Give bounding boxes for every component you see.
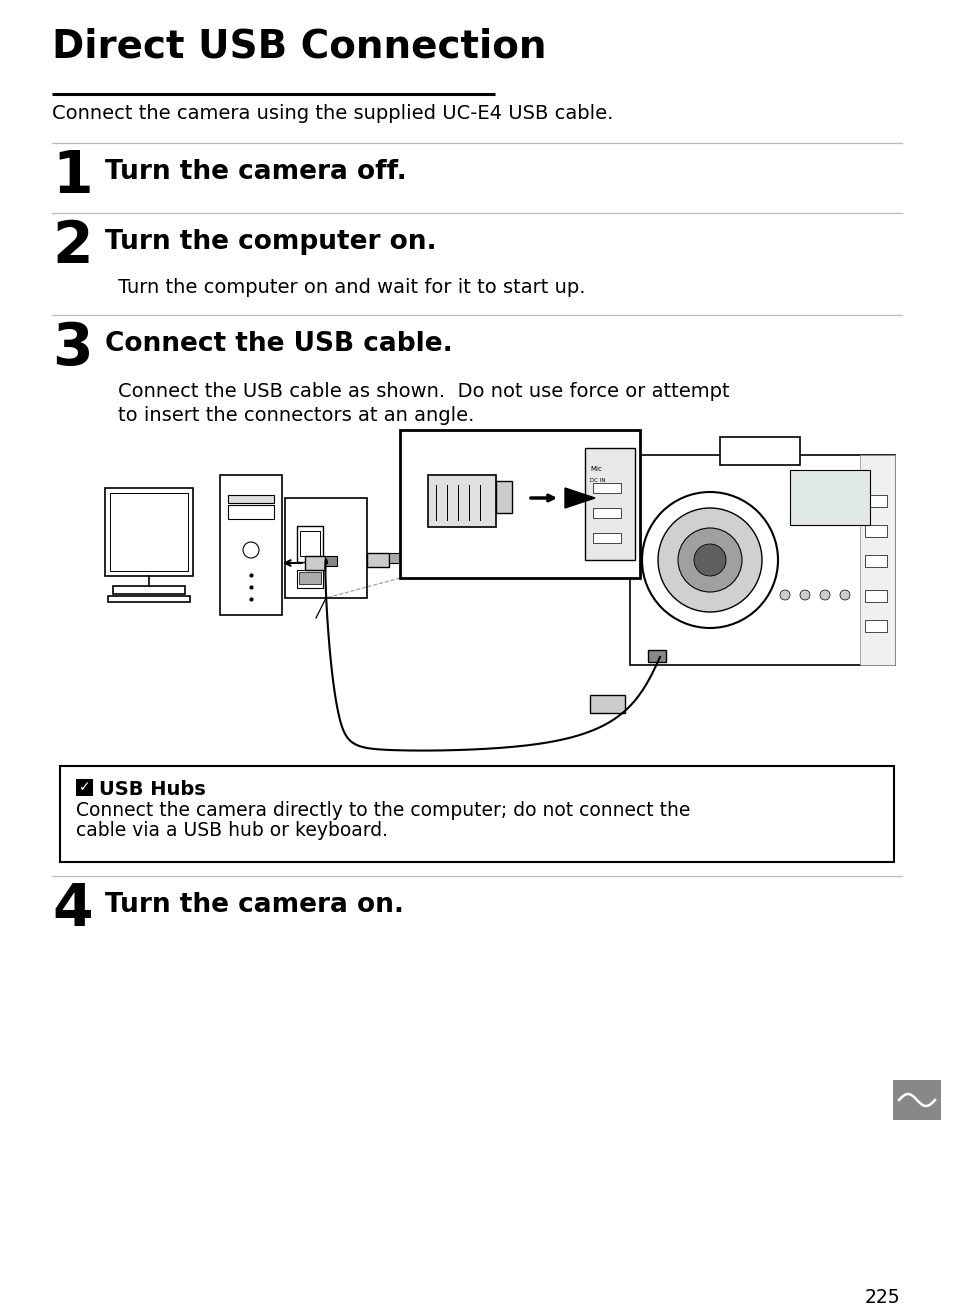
Bar — [112, 586, 185, 594]
Bar — [629, 455, 894, 665]
Bar — [864, 495, 886, 507]
Text: USB Hubs: USB Hubs — [99, 781, 206, 799]
Text: 2: 2 — [52, 218, 92, 275]
Circle shape — [800, 590, 809, 600]
Bar — [298, 572, 320, 583]
Polygon shape — [564, 487, 595, 509]
Text: Direct USB Connection: Direct USB Connection — [52, 28, 546, 66]
Bar — [305, 556, 325, 570]
Bar — [299, 531, 319, 556]
Text: 3: 3 — [52, 321, 92, 377]
Text: Turn the computer on and wait for it to start up.: Turn the computer on and wait for it to … — [118, 279, 585, 297]
Circle shape — [641, 491, 778, 628]
Text: cable via a USB hub or keyboard.: cable via a USB hub or keyboard. — [76, 821, 388, 840]
Text: to insert the connectors at an angle.: to insert the connectors at an angle. — [118, 406, 474, 424]
Circle shape — [780, 590, 789, 600]
Bar — [864, 555, 886, 568]
Text: DC IN: DC IN — [589, 478, 605, 484]
Bar — [864, 526, 886, 537]
Bar — [789, 470, 869, 526]
Bar — [367, 553, 389, 568]
Bar — [110, 493, 188, 572]
Bar — [593, 509, 620, 518]
Bar — [220, 474, 282, 615]
Bar — [325, 556, 336, 566]
Circle shape — [820, 590, 829, 600]
Bar — [496, 481, 512, 512]
Bar — [720, 438, 800, 465]
Circle shape — [658, 509, 761, 612]
Bar — [389, 553, 402, 562]
Text: 1: 1 — [52, 148, 92, 205]
Bar — [105, 487, 193, 576]
Bar — [647, 650, 665, 662]
Bar — [593, 533, 620, 543]
Bar — [593, 484, 620, 493]
Text: Mic: Mic — [589, 466, 601, 472]
Bar — [584, 448, 635, 560]
Text: Connect the USB cable.: Connect the USB cable. — [105, 331, 453, 357]
Text: 4: 4 — [52, 880, 92, 938]
Bar — [859, 455, 894, 665]
Text: Connect the camera directly to the computer; do not connect the: Connect the camera directly to the compu… — [76, 802, 690, 820]
Bar — [228, 495, 274, 503]
Bar — [60, 766, 893, 862]
Bar — [296, 570, 323, 587]
Text: 225: 225 — [863, 1288, 899, 1307]
Bar — [108, 597, 190, 602]
Text: Turn the camera on.: Turn the camera on. — [105, 892, 403, 918]
Bar — [864, 620, 886, 632]
Text: Connect the USB cable as shown.  Do not use force or attempt: Connect the USB cable as shown. Do not u… — [118, 382, 729, 401]
Bar — [76, 779, 92, 796]
Bar — [892, 1080, 940, 1120]
Circle shape — [678, 528, 741, 593]
Circle shape — [840, 590, 849, 600]
Text: Turn the camera off.: Turn the camera off. — [105, 159, 406, 185]
Bar — [428, 474, 496, 527]
Bar — [285, 498, 367, 598]
Bar — [399, 430, 639, 578]
Bar — [228, 505, 274, 519]
Text: Turn the computer on.: Turn the computer on. — [105, 229, 436, 255]
Text: Connect the camera using the supplied UC-E4 USB cable.: Connect the camera using the supplied UC… — [52, 104, 613, 124]
Circle shape — [243, 541, 258, 558]
Circle shape — [693, 544, 725, 576]
Text: ✓: ✓ — [78, 781, 91, 795]
Bar — [589, 695, 624, 714]
Bar — [296, 526, 323, 562]
Bar — [864, 590, 886, 602]
